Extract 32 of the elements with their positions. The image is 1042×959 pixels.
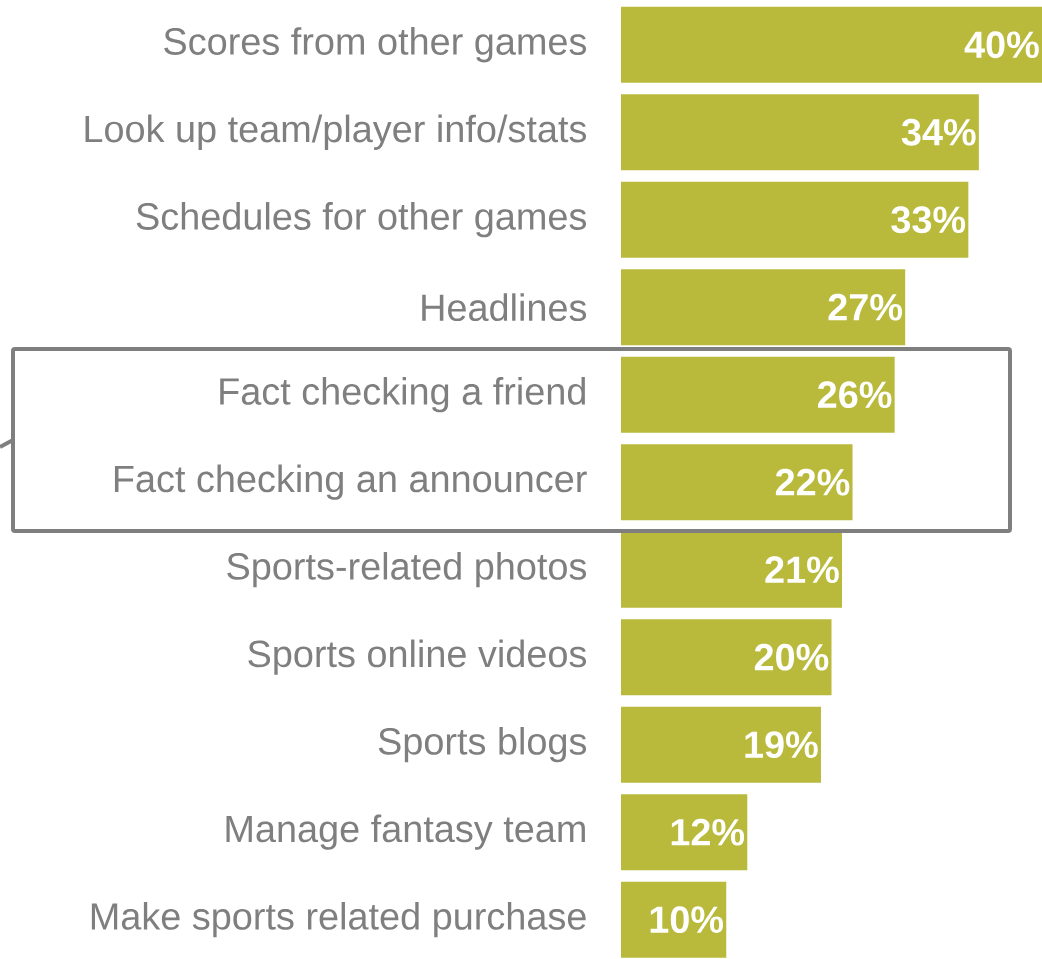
y-tick-label: Scores from other games <box>164 27 587 63</box>
y-tick-label: Make sports related purchase <box>91 901 586 938</box>
data-label: 34% <box>901 118 976 146</box>
bar <box>621 94 979 171</box>
y-tick-label: Sports blogs <box>378 727 587 763</box>
data-label: 12% <box>671 818 745 846</box>
y-tick-label: Headlines <box>422 293 587 322</box>
y-tick-label: Fact checking a friend <box>220 377 585 413</box>
y-tick-label: Fact checking an announcer <box>114 464 587 500</box>
y-tick-label: Sports online videos <box>248 639 587 675</box>
data-label: 27% <box>828 293 902 321</box>
data-label: 21% <box>765 556 839 584</box>
bar <box>621 181 969 258</box>
data-label: 26% <box>817 381 892 409</box>
y-tick-label: Look up team/player info/stats <box>85 114 587 150</box>
data-label: 20% <box>754 643 829 671</box>
bar <box>621 531 843 608</box>
bar <box>621 794 748 871</box>
data-label: 33% <box>891 206 966 234</box>
y-tick-label: Manage fantasy team <box>226 814 585 850</box>
data-label: 10% <box>650 906 724 934</box>
bar <box>621 6 1042 83</box>
y-tick-label: Sports-related photos <box>227 552 587 588</box>
y-tick-label: Schedules for other games <box>136 202 587 238</box>
data-label: 22% <box>775 468 850 496</box>
bar <box>621 356 895 433</box>
data-label: 19% <box>745 731 818 759</box>
bar <box>621 444 853 521</box>
bar <box>621 706 821 783</box>
bar <box>621 269 906 346</box>
data-label: 40% <box>964 31 1039 59</box>
bar <box>621 619 832 696</box>
